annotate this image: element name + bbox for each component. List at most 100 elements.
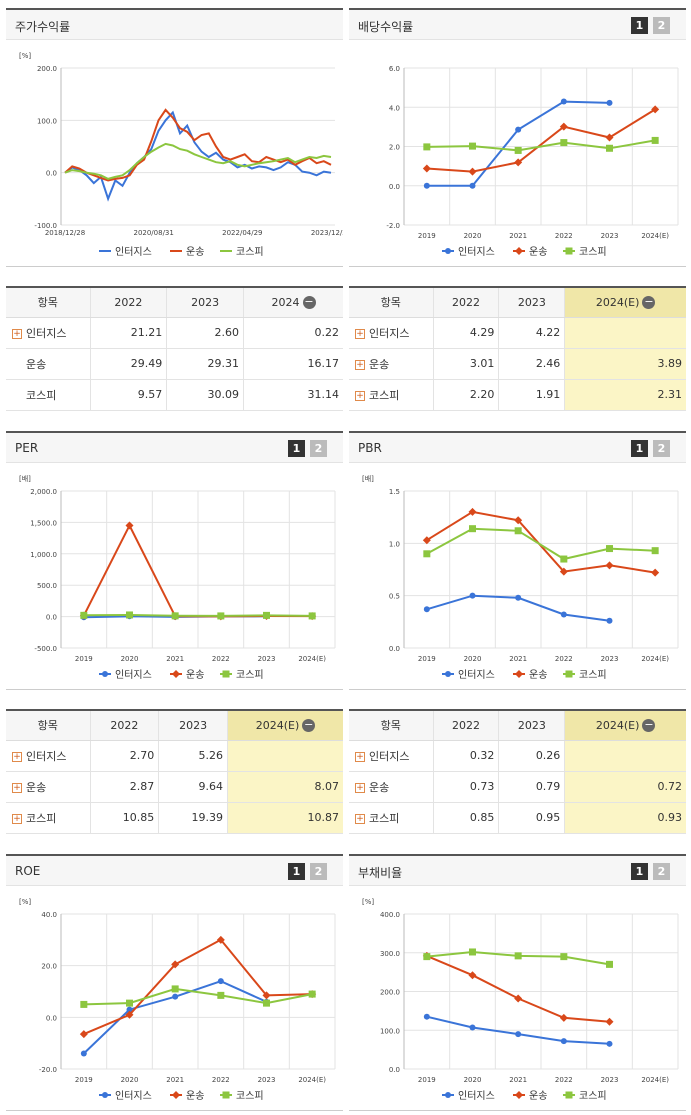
cell-value: 31.14 — [307, 388, 340, 401]
cell-value: 8.07 — [314, 780, 340, 793]
y-tick-label: 1.0 — [389, 540, 400, 548]
table-cell: 2.46 — [498, 348, 566, 380]
row-label[interactable]: + 인터지스 — [6, 317, 91, 349]
data-point — [469, 525, 476, 533]
cell-value: 2.46 — [535, 357, 561, 370]
dividend-table: 항목 2022 2023 2024(E) − + 인터지스 4.29 4.22 + 운송 3.01 2.… — [349, 286, 686, 411]
minus-circle-icon[interactable]: − — [642, 718, 656, 732]
table-cell: 2.87 — [90, 771, 160, 803]
series-line-1 — [426, 954, 610, 1023]
table-header-row: 항목 2022 2023 2024(E) − — [6, 710, 343, 741]
cell-value: 0.22 — [314, 326, 340, 339]
view-2-button[interactable]: 2 — [310, 863, 327, 880]
x-tick-label: 2022 — [555, 655, 573, 663]
data-point — [126, 611, 133, 619]
view-1-button[interactable]: 1 — [631, 863, 648, 880]
column-header: 항목 — [6, 710, 91, 741]
cell-value: 2.31 — [657, 388, 683, 401]
row-label[interactable]: + 운송 — [349, 348, 434, 380]
data-point — [651, 547, 659, 555]
data-point — [468, 507, 477, 516]
roe-chart: [%] 40.0 20.0 0.0 -20.0 2019 2020 2021 2022 2023 2… — [19, 898, 336, 1102]
x-tick-label: 2020 — [464, 1076, 482, 1084]
y-tick-label: 0.5 — [389, 593, 400, 601]
row-label[interactable]: + 운송 — [349, 771, 434, 803]
plus-box-icon[interactable]: + — [355, 359, 365, 370]
view-1-button[interactable]: 1 — [288, 440, 305, 457]
row-label[interactable]: + 코스피 — [349, 802, 434, 834]
table-cell: 0.26 — [498, 740, 566, 772]
cell-value: 2.70 — [129, 749, 155, 762]
table-row: + 인터지스 21.21 2.60 0.22 — [6, 317, 343, 349]
table-cell: 1.91 — [498, 379, 566, 411]
cell-value: 0.79 — [535, 780, 561, 793]
series-line-2 — [426, 527, 656, 561]
view-1-button[interactable]: 1 — [288, 863, 305, 880]
plus-box-icon[interactable]: + — [12, 782, 22, 793]
legend-label: 코스피 — [236, 669, 264, 681]
data-point — [423, 550, 431, 558]
view-2-button[interactable]: 2 — [310, 440, 327, 457]
plus-box-icon[interactable]: + — [355, 390, 365, 401]
data-point — [423, 606, 430, 613]
x-tick-label: 2024(E) — [641, 655, 669, 663]
row-label[interactable]: + 코스피 — [349, 379, 434, 411]
row-label[interactable]: 코스피 — [6, 379, 91, 411]
panel-title: 배당수익률 — [358, 20, 414, 34]
view-1-button[interactable]: 1 — [631, 440, 648, 457]
row-label[interactable]: 운송 — [6, 348, 91, 380]
minus-circle-icon[interactable]: − — [642, 295, 656, 309]
plus-box-icon[interactable]: + — [355, 328, 365, 339]
row-label[interactable]: + 운송 — [6, 771, 91, 803]
data-point — [102, 671, 108, 677]
data-point — [560, 1038, 567, 1045]
plus-box-icon[interactable]: + — [12, 751, 22, 762]
cell-value: 19.39 — [191, 811, 224, 824]
data-point — [514, 516, 523, 525]
plus-box-icon[interactable]: + — [355, 782, 365, 793]
column-header: 2023 — [166, 287, 244, 318]
column-header: 2022 — [90, 710, 160, 741]
view-2-button[interactable]: 2 — [653, 17, 670, 34]
y-unit-label: [%] — [362, 898, 374, 906]
cell-value: 인터지스 — [26, 749, 67, 763]
view-2-button[interactable]: 2 — [653, 440, 670, 457]
data-point — [423, 143, 431, 151]
x-tick-label: 2021 — [509, 232, 527, 240]
plus-box-icon[interactable]: + — [12, 328, 22, 339]
cell-value: 코스피 — [26, 388, 57, 402]
legend-label: 운송 — [529, 1090, 547, 1102]
view-1-button[interactable]: 1 — [631, 17, 648, 34]
row-label[interactable]: + 인터지스 — [6, 740, 91, 772]
data-point — [217, 991, 225, 999]
plus-box-icon[interactable]: + — [355, 813, 365, 824]
legend-label: 인터지스 — [458, 669, 495, 681]
y-tick-label: 100.0 — [380, 1027, 400, 1035]
minus-circle-icon[interactable]: − — [302, 718, 316, 732]
cell-value: 0.72 — [657, 780, 683, 793]
data-point — [515, 1031, 522, 1038]
data-point — [559, 1013, 568, 1022]
legend-label: 인터지스 — [115, 1090, 152, 1102]
series-line-1 — [83, 938, 313, 1036]
row-label[interactable]: + 인터지스 — [349, 740, 434, 772]
legend-label: 코스피 — [579, 1090, 607, 1102]
plus-box-icon[interactable]: + — [12, 813, 22, 824]
data-point — [606, 99, 613, 106]
minus-circle-icon[interactable]: − — [302, 295, 316, 309]
y-unit-label: [%] — [19, 52, 31, 60]
pbr-chart: [배] 1.5 1.0 0.5 0.0 2019 2020 2021 2022 2023 2024(… — [362, 474, 679, 681]
plus-box-icon[interactable]: + — [355, 751, 365, 762]
table-row: + 코스피 0.85 0.95 0.93 — [349, 802, 686, 834]
table-cell: 0.95 — [498, 802, 566, 834]
row-label[interactable]: + 인터지스 — [349, 317, 434, 349]
data-point — [605, 133, 614, 142]
row-label[interactable]: + 코스피 — [6, 802, 91, 834]
x-tick-label: 2020 — [464, 232, 482, 240]
column-header-label: 2022 — [451, 295, 480, 309]
view-2-button[interactable]: 2 — [653, 863, 670, 880]
